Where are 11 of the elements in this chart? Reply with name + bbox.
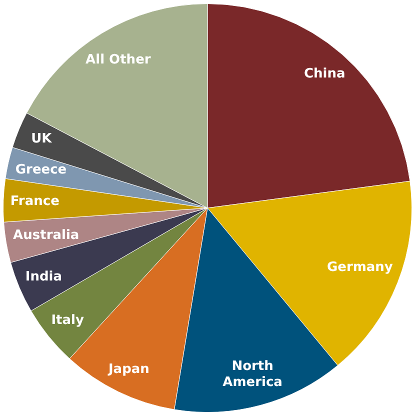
slice-label: Germany bbox=[326, 260, 394, 276]
slice-label: UK bbox=[31, 132, 53, 147]
slice-label: North America bbox=[222, 359, 282, 390]
slice-label: China bbox=[304, 66, 346, 82]
slice-label: Greece bbox=[15, 162, 67, 178]
slice-label: India bbox=[25, 269, 62, 284]
slice-label: France bbox=[10, 194, 60, 209]
slice-label: Japan bbox=[107, 362, 150, 378]
slice-label: Italy bbox=[51, 313, 84, 328]
slice-label: All Other bbox=[86, 52, 152, 68]
slice-label: Australia bbox=[13, 228, 80, 244]
